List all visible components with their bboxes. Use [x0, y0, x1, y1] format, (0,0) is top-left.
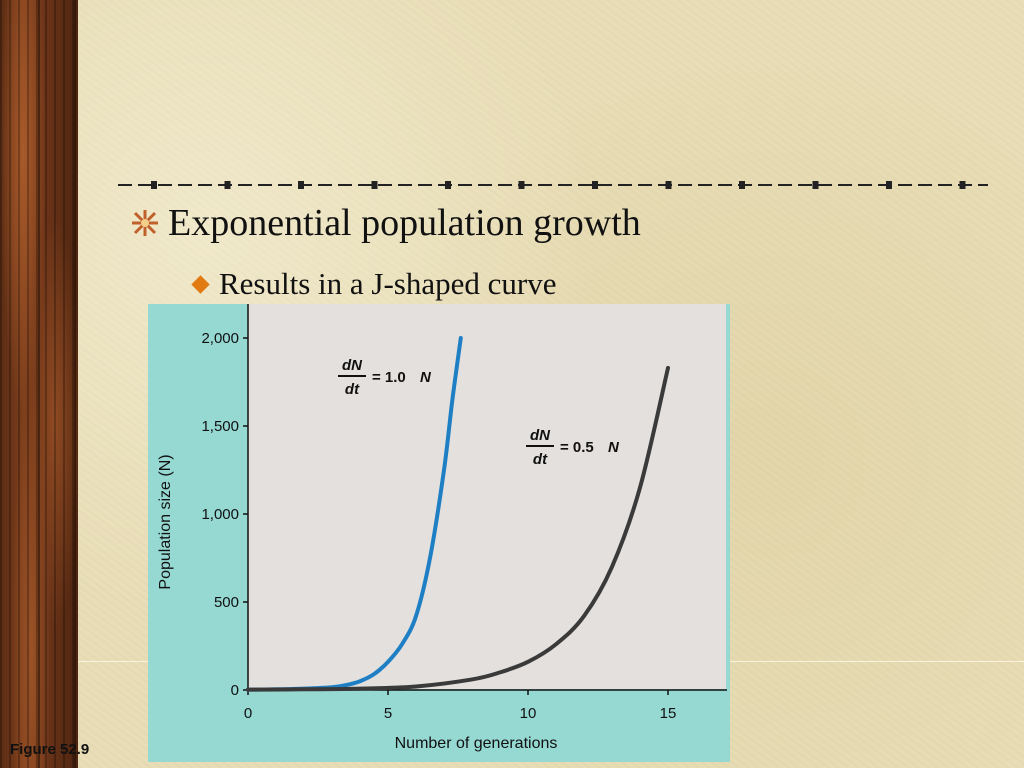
wood-border	[0, 0, 78, 768]
series-line-slow	[246, 365, 670, 692]
y-tick-label: 0	[231, 682, 239, 699]
x-tick-label: 0	[244, 705, 252, 722]
divider-line	[118, 181, 988, 189]
series-fast-label-denominator: dt	[345, 381, 360, 398]
series-fast-label-numerator: dN	[342, 357, 363, 374]
series-fast-label-variable: N	[420, 369, 432, 386]
series-slow-label-denominator: dt	[533, 451, 548, 468]
slide-title: Exponential population growth	[130, 198, 641, 248]
wood-groove	[38, 0, 40, 768]
x-axis-label: Number of generations	[395, 735, 558, 752]
title-text: Exponential population growth	[168, 202, 641, 244]
series-slow-label-variable: N	[608, 439, 620, 456]
series-slow-label-rate: = 0.5	[560, 439, 594, 456]
series-fast-label-rate: = 1.0	[372, 369, 406, 386]
y-tick-label: 500	[214, 594, 239, 611]
x-tick-label: 15	[660, 705, 677, 722]
y-tick-label: 1,000	[201, 506, 239, 523]
y-axis-label: Population size (N)	[157, 454, 174, 589]
slide-subtitle: Results in a J-shaped curve	[190, 264, 556, 304]
figure-caption: Figure 52.9	[10, 741, 90, 758]
series-slow-label-numerator: dN	[530, 427, 551, 444]
plot-area	[248, 304, 726, 689]
subtitle-text: Results in a J-shaped curve	[219, 266, 557, 301]
x-tick-label: 5	[384, 705, 392, 722]
wood-groove	[74, 0, 76, 768]
y-tick-label: 1,500	[201, 418, 239, 435]
star-burst-icon	[132, 210, 158, 236]
y-tick-label: 2,000	[201, 330, 239, 347]
x-tick-label: 10	[520, 705, 537, 722]
